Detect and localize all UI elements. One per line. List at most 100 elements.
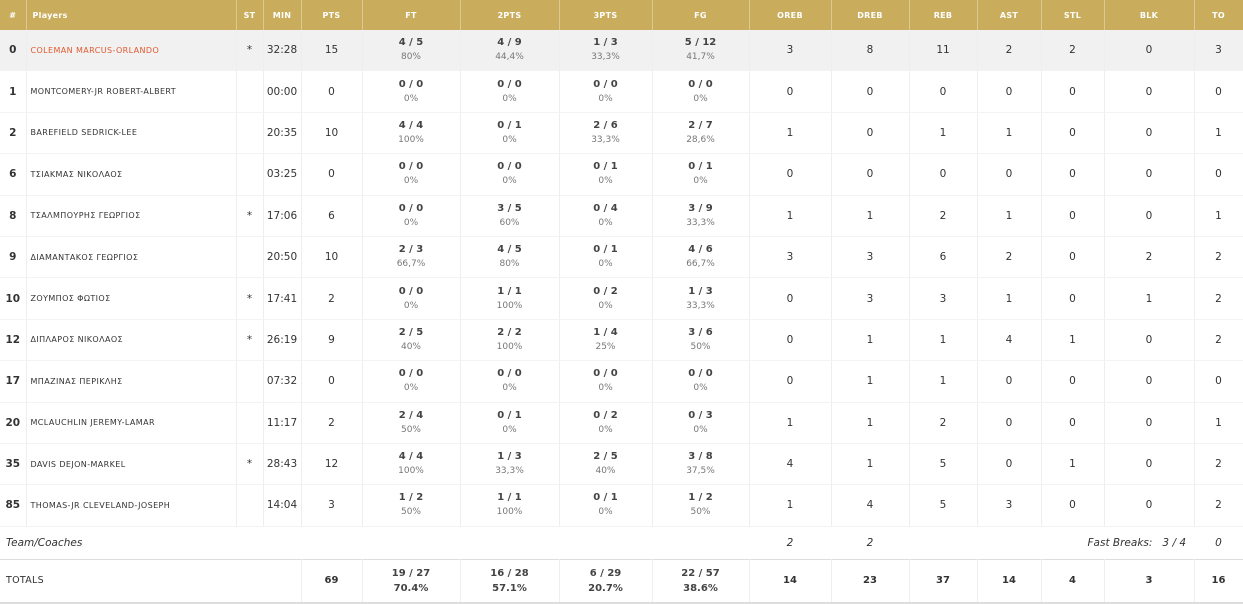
free-throws: 2 / 5 40% [362, 319, 461, 362]
column-header-st[interactable]: ST [236, 0, 264, 30]
player-name[interactable]: ΤΣΑΛΜΠΟΥΡΗΣ ΓΕΩΡΓΙΟΣ [26, 195, 237, 237]
two-pointers: 0 / 0 0% [460, 70, 560, 113]
minutes: 17:41 [263, 277, 302, 320]
starter-marker [236, 360, 264, 403]
jersey-number: 20 [0, 402, 27, 444]
player-name[interactable]: ΤΣΙΑΚΜΑΣ ΝΙΚΟΛΑΟΣ [26, 153, 237, 196]
column-header-fg[interactable]: FG [652, 0, 750, 30]
player-name[interactable]: THOMAS-JR CLEVELAND-JOSEPH [26, 484, 237, 527]
steals: 0 [1041, 402, 1105, 444]
blocks: 0 [1104, 30, 1195, 72]
player-row[interactable]: 20 MCLAUCHLIN JEREMY-LAMAR 11:17 2 2 / 4 50% 0… [0, 402, 1243, 444]
player-name[interactable]: BAREFIELD SEDRICK-LEE [26, 112, 237, 155]
player-name[interactable]: MONTCOMERY-JR ROBERT-ALBERT [26, 70, 237, 113]
two-pointers: 0 / 1 0% [460, 112, 560, 155]
field-goals: 0 / 3 0% [652, 402, 750, 444]
two-pointers: 2 / 2 100% [460, 319, 560, 362]
table-header: # Players ST MIN PTS FT 2PTS 3PTS FG OREB DREB REB A… [0, 0, 1243, 30]
blocks: 1 [1104, 277, 1195, 320]
three-pointers: 0 / 0 0% [559, 360, 653, 403]
team-to: 0 [1215, 536, 1222, 549]
steals: 0 [1041, 153, 1105, 196]
steals: 0 [1041, 277, 1105, 320]
player-row[interactable]: 0 COLEMAN MARCUS-ORLANDO * 32:28 15 4 / 5 80% 4… [0, 30, 1243, 72]
player-row[interactable]: 10 ΖΟΥΜΠΟΣ ΦΩΤΙΟΣ * 17:41 2 0 / 0 0% 1 / 1 100% 0… [0, 277, 1243, 320]
player-row[interactable]: 2 BAREFIELD SEDRICK-LEE 20:35 10 4 / 4 100% 0 … [0, 112, 1243, 155]
column-header-ast[interactable]: AST [977, 0, 1042, 30]
totals-label: TOTALS [0, 559, 302, 604]
defensive-rebounds: 3 [831, 277, 910, 320]
jersey-number: 35 [0, 443, 27, 486]
two-pointers: 0 / 0 0% [460, 153, 560, 196]
points: 12 [301, 443, 363, 486]
blocks: 0 [1104, 153, 1195, 196]
offensive-rebounds: 3 [749, 236, 832, 279]
column-header-oreb[interactable]: OREB [749, 0, 832, 30]
player-row[interactable]: 6 ΤΣΙΑΚΜΑΣ ΝΙΚΟΛΑΟΣ 03:25 0 0 / 0 0% 0 / 0 0% 0 … [0, 153, 1243, 196]
column-header-stl[interactable]: STL [1041, 0, 1105, 30]
rebounds: 6 [909, 236, 978, 279]
free-throws: 0 / 0 0% [362, 360, 461, 403]
column-header-blk[interactable]: BLK [1104, 0, 1195, 30]
rebounds: 5 [909, 443, 978, 486]
two-pointers: 1 / 1 100% [460, 277, 560, 320]
column-header-pts[interactable]: PTS [301, 0, 363, 30]
steals: 0 [1041, 236, 1105, 279]
rebounds: 1 [909, 360, 978, 403]
player-name[interactable]: COLEMAN MARCUS-ORLANDO [26, 30, 237, 72]
jersey-number: 17 [0, 360, 27, 403]
column-header-min[interactable]: MIN [263, 0, 302, 30]
player-name[interactable]: ΜΠΑΖΙΝΑΣ ΠΕΡΙΚΛΗΣ [26, 360, 237, 403]
three-pointers: 2 / 6 33,3% [559, 112, 653, 155]
turnovers: 2 [1194, 484, 1243, 527]
player-row[interactable]: 35 DAVIS DEJON-MARKEL * 28:43 12 4 / 4 100% 1 /… [0, 443, 1243, 486]
column-header-dreb[interactable]: DREB [831, 0, 910, 30]
assists: 0 [977, 70, 1042, 113]
player-row[interactable]: 17 ΜΠΑΖΙΝΑΣ ΠΕΡΙΚΛΗΣ 07:32 0 0 / 0 0% 0 / 0 0% 0… [0, 360, 1243, 403]
player-row[interactable]: 8 ΤΣΑΛΜΠΟΥΡΗΣ ΓΕΩΡΓΙΟΣ * 17:06 6 0 / 0 0% 3 / 5… [0, 195, 1243, 237]
player-row[interactable]: 9 ΔΙΑΜΑΝΤΑΚΟΣ ΓΕΩΡΓΙΟΣ 20:50 10 2 / 3 66,7% 4 … [0, 236, 1243, 279]
column-header-reb[interactable]: REB [909, 0, 978, 30]
offensive-rebounds: 1 [749, 402, 832, 444]
minutes: 32:28 [263, 30, 302, 72]
minutes: 03:25 [263, 153, 302, 196]
two-pointers: 0 / 0 0% [460, 360, 560, 403]
totals-blk: 3 [1104, 559, 1195, 604]
points: 15 [301, 30, 363, 72]
field-goals: 0 / 0 0% [652, 360, 750, 403]
steals: 0 [1041, 112, 1105, 155]
offensive-rebounds: 1 [749, 195, 832, 237]
field-goals: 3 / 6 50% [652, 319, 750, 362]
offensive-rebounds: 0 [749, 360, 832, 403]
column-header-to[interactable]: TO [1194, 0, 1243, 30]
three-pointers: 1 / 3 33,3% [559, 30, 653, 72]
column-header-ft[interactable]: FT [362, 0, 461, 30]
player-name[interactable]: ΖΟΥΜΠΟΣ ΦΩΤΙΟΣ [26, 277, 237, 320]
totals-dreb: 23 [831, 559, 910, 604]
points: 10 [301, 236, 363, 279]
player-name[interactable]: ΔΙΠΛΑΡΟΣ ΝΙΚΟΛΑΟΣ [26, 319, 237, 362]
field-goals: 0 / 1 0% [652, 153, 750, 196]
column-header-num[interactable]: # [0, 0, 27, 30]
player-name[interactable]: DAVIS DEJON-MARKEL [26, 443, 237, 486]
three-pointers: 0 / 1 0% [559, 153, 653, 196]
blocks: 0 [1104, 443, 1195, 486]
two-pointers: 4 / 9 44,4% [460, 30, 560, 72]
column-header-2pts[interactable]: 2PTS [460, 0, 560, 30]
column-header-3pts[interactable]: 3PTS [559, 0, 653, 30]
free-throws: 0 / 0 0% [362, 153, 461, 196]
turnovers: 2 [1194, 277, 1243, 320]
player-name[interactable]: MCLAUCHLIN JEREMY-LAMAR [26, 402, 237, 444]
player-name[interactable]: ΔΙΑΜΑΝΤΑΚΟΣ ΓΕΩΡΓΙΟΣ [26, 236, 237, 279]
points: 0 [301, 153, 363, 196]
defensive-rebounds: 1 [831, 319, 910, 362]
column-header-players[interactable]: Players [26, 0, 237, 30]
assists: 2 [977, 236, 1042, 279]
rebounds: 2 [909, 195, 978, 237]
defensive-rebounds: 0 [831, 70, 910, 113]
starter-marker: * [236, 30, 264, 72]
assists: 0 [977, 153, 1042, 196]
